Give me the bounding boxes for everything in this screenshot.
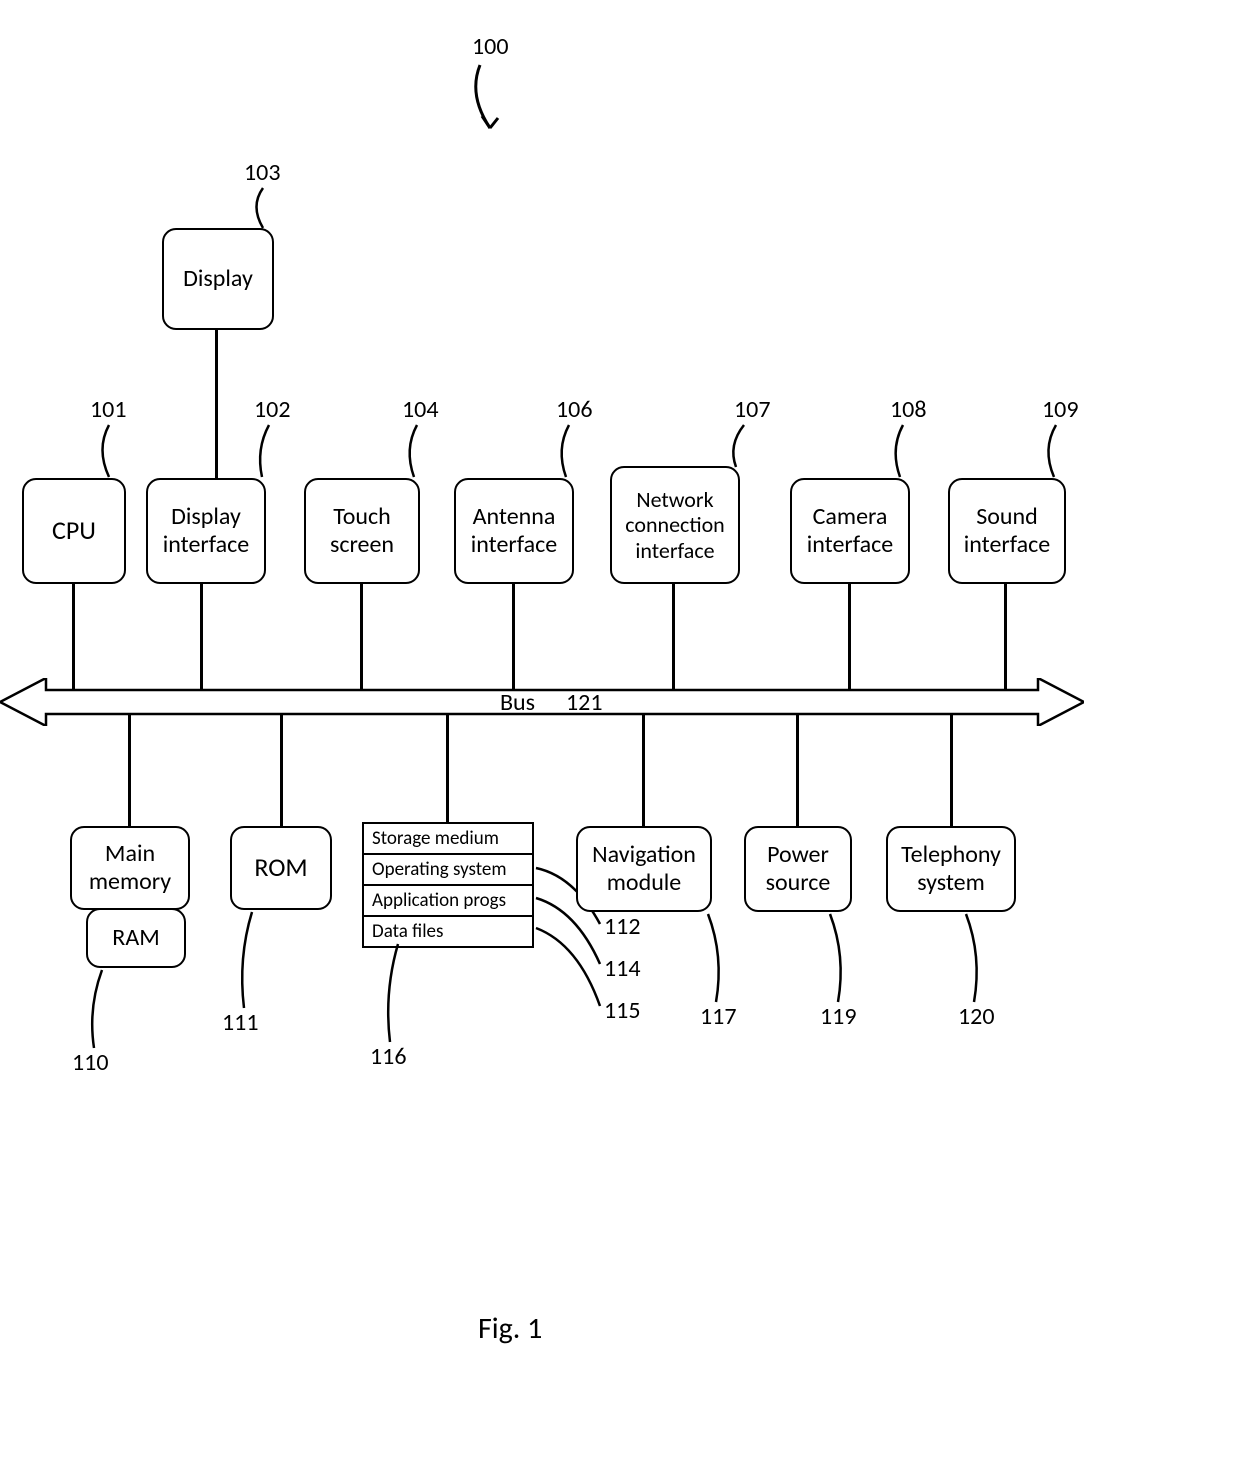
ref-os: 112	[604, 912, 641, 941]
ref-network: 107	[734, 395, 771, 424]
leader-storage	[380, 942, 410, 1044]
box-label: CPU	[52, 516, 96, 546]
ref-dispif: 102	[254, 395, 291, 424]
box-label: Network connection interface	[618, 487, 732, 563]
leader-network	[720, 423, 754, 469]
conn-bus-tele	[950, 714, 953, 826]
leader-sound	[1038, 423, 1068, 479]
ref-rom: 111	[222, 1008, 259, 1037]
box-rom: ROM	[230, 826, 332, 910]
ref-ram: 110	[72, 1048, 109, 1077]
box-label: Camera interface	[798, 503, 902, 558]
box-network: Network connection interface	[610, 466, 740, 584]
conn-cpu-bus	[72, 584, 75, 690]
storage-row-apps: Application progs	[364, 886, 532, 917]
box-mainmem: Main memory	[70, 826, 190, 910]
leader-touch	[402, 423, 432, 479]
conn-antenna-bus	[512, 584, 515, 690]
box-ram: RAM	[86, 908, 186, 968]
box-label: Power source	[752, 841, 844, 896]
leader-nav	[698, 912, 728, 1004]
box-antenna: Antenna interface	[454, 478, 574, 584]
bus-ref: 121	[566, 688, 603, 717]
leader-power	[820, 912, 850, 1004]
ref-cpu: 101	[90, 395, 127, 424]
conn-display-dispif	[215, 330, 218, 478]
box-storage: Storage medium Operating system Applicat…	[362, 822, 534, 948]
box-cpu: CPU	[22, 478, 126, 584]
ref-storage: 116	[370, 1042, 407, 1071]
conn-bus-nav	[642, 714, 645, 826]
box-tele: Telephony system	[886, 826, 1016, 912]
ref-apps: 114	[604, 954, 641, 983]
conn-bus-mainmem	[128, 714, 131, 826]
ref-display: 103	[244, 158, 281, 187]
box-label: RAM	[112, 924, 159, 952]
conn-bus-storage	[446, 714, 449, 822]
ref-touch: 104	[402, 395, 439, 424]
conn-camera-bus	[848, 584, 851, 690]
box-display: Display	[162, 228, 274, 330]
box-camera: Camera interface	[790, 478, 910, 584]
figure-canvas: 100 Bus 121 Display 103 CPU 101 Display …	[0, 0, 1240, 1473]
conn-network-bus	[672, 584, 675, 690]
conn-sound-bus	[1004, 584, 1007, 690]
bus-label: Bus	[500, 688, 535, 717]
box-label: Main memory	[78, 840, 182, 895]
bus-arrow	[0, 678, 1084, 726]
leader-antenna	[554, 423, 584, 479]
box-label: ROM	[254, 853, 307, 883]
box-dispif: Display interface	[146, 478, 266, 584]
leader-data	[534, 926, 604, 1010]
ref-nav: 117	[700, 1002, 737, 1031]
leader-dispif	[254, 423, 284, 479]
box-label: Navigation module	[584, 841, 704, 896]
box-label: Touch screen	[312, 503, 412, 558]
storage-row-medium: Storage medium	[364, 824, 532, 855]
box-label: Sound interface	[956, 503, 1058, 558]
conn-dispif-bus	[200, 584, 203, 690]
ref-sound: 109	[1042, 395, 1079, 424]
leader-rom	[234, 910, 264, 1010]
conn-bus-power	[796, 714, 799, 826]
conn-touch-bus	[360, 584, 363, 690]
box-sound: Sound interface	[948, 478, 1066, 584]
leader-ram	[84, 968, 114, 1050]
box-touch: Touch screen	[304, 478, 420, 584]
storage-row-os: Operating system	[364, 855, 532, 886]
figure-caption: Fig. 1	[478, 1310, 542, 1347]
ref-power: 119	[820, 1002, 857, 1031]
ref-data: 115	[604, 996, 641, 1025]
box-label: Telephony system	[894, 841, 1008, 896]
arrow-main	[460, 60, 540, 150]
leader-cpu	[94, 423, 124, 479]
box-power: Power source	[744, 826, 852, 912]
leader-display	[248, 186, 278, 230]
leader-tele	[956, 912, 986, 1004]
ref-camera: 108	[890, 395, 927, 424]
box-label: Antenna interface	[462, 503, 566, 558]
ref-tele: 120	[958, 1002, 995, 1031]
box-nav: Navigation module	[576, 826, 712, 912]
leader-camera	[888, 423, 918, 479]
box-label: Display	[183, 265, 253, 293]
ref-main: 100	[472, 32, 509, 61]
conn-bus-rom	[280, 714, 283, 826]
box-label: Display interface	[154, 503, 258, 558]
ref-antenna: 106	[556, 395, 593, 424]
